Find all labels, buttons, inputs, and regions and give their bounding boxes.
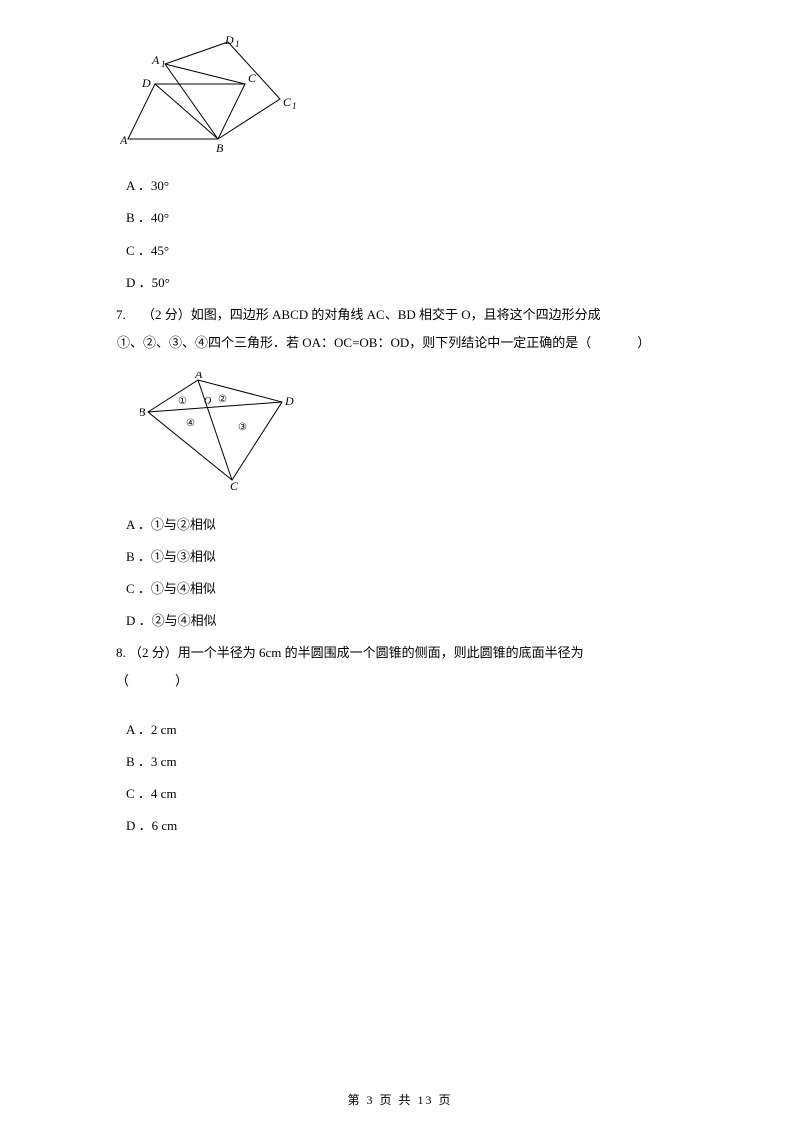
q7: 7. （2 分）如图，四边形 ABCD 的对角线 AC、BD 相交于 O，且将这… bbox=[90, 306, 730, 352]
svg-text:①: ① bbox=[178, 396, 187, 407]
q7-figure: A B C D O ① ② ③ ④ bbox=[140, 372, 730, 497]
q8: 8. （2 分）用一个半径为 6cm 的半圆围成一个圆锥的侧面，则此圆锥的底面半… bbox=[90, 644, 730, 690]
svg-text:B: B bbox=[216, 141, 224, 154]
svg-text:B: B bbox=[140, 405, 146, 419]
svg-text:D: D bbox=[141, 76, 151, 90]
svg-text:1: 1 bbox=[161, 59, 166, 69]
q7-option-d: D ．②与④相似 bbox=[126, 612, 730, 630]
q8-option-a: A ．2 cm bbox=[126, 721, 730, 739]
svg-text:C: C bbox=[230, 479, 239, 492]
q6-option-a: A ．30° bbox=[126, 177, 730, 195]
q6-option-c: C ．45° bbox=[126, 242, 730, 260]
svg-text:A: A bbox=[120, 133, 128, 147]
q6-option-d: D ．50° bbox=[126, 274, 730, 292]
svg-text:1: 1 bbox=[292, 101, 297, 111]
svg-text:D: D bbox=[284, 394, 294, 408]
svg-text:C: C bbox=[248, 71, 257, 85]
q6-figure: A B C D A1 D1 C1 bbox=[120, 34, 730, 159]
svg-text:③: ③ bbox=[238, 422, 247, 433]
q8-option-d: D ．6 cm bbox=[126, 817, 730, 835]
svg-text:A: A bbox=[194, 372, 203, 381]
svg-text:D: D bbox=[224, 34, 234, 47]
q8-option-b: B ．3 cm bbox=[126, 753, 730, 771]
svg-text:②: ② bbox=[218, 394, 227, 405]
page-footer: 第 3 页 共 13 页 bbox=[0, 1091, 800, 1108]
svg-text:1: 1 bbox=[235, 39, 240, 49]
q8-option-c: C ．4 cm bbox=[126, 785, 730, 803]
q7-option-b: B ．①与③相似 bbox=[126, 548, 730, 566]
svg-text:A: A bbox=[151, 53, 160, 67]
svg-text:④: ④ bbox=[186, 418, 195, 429]
q7-option-a: A ．①与②相似 bbox=[126, 516, 730, 534]
q6-option-b: B ．40° bbox=[126, 209, 730, 227]
svg-text:O: O bbox=[204, 396, 211, 407]
svg-text:C: C bbox=[283, 95, 292, 109]
q7-option-c: C ．①与④相似 bbox=[126, 580, 730, 598]
